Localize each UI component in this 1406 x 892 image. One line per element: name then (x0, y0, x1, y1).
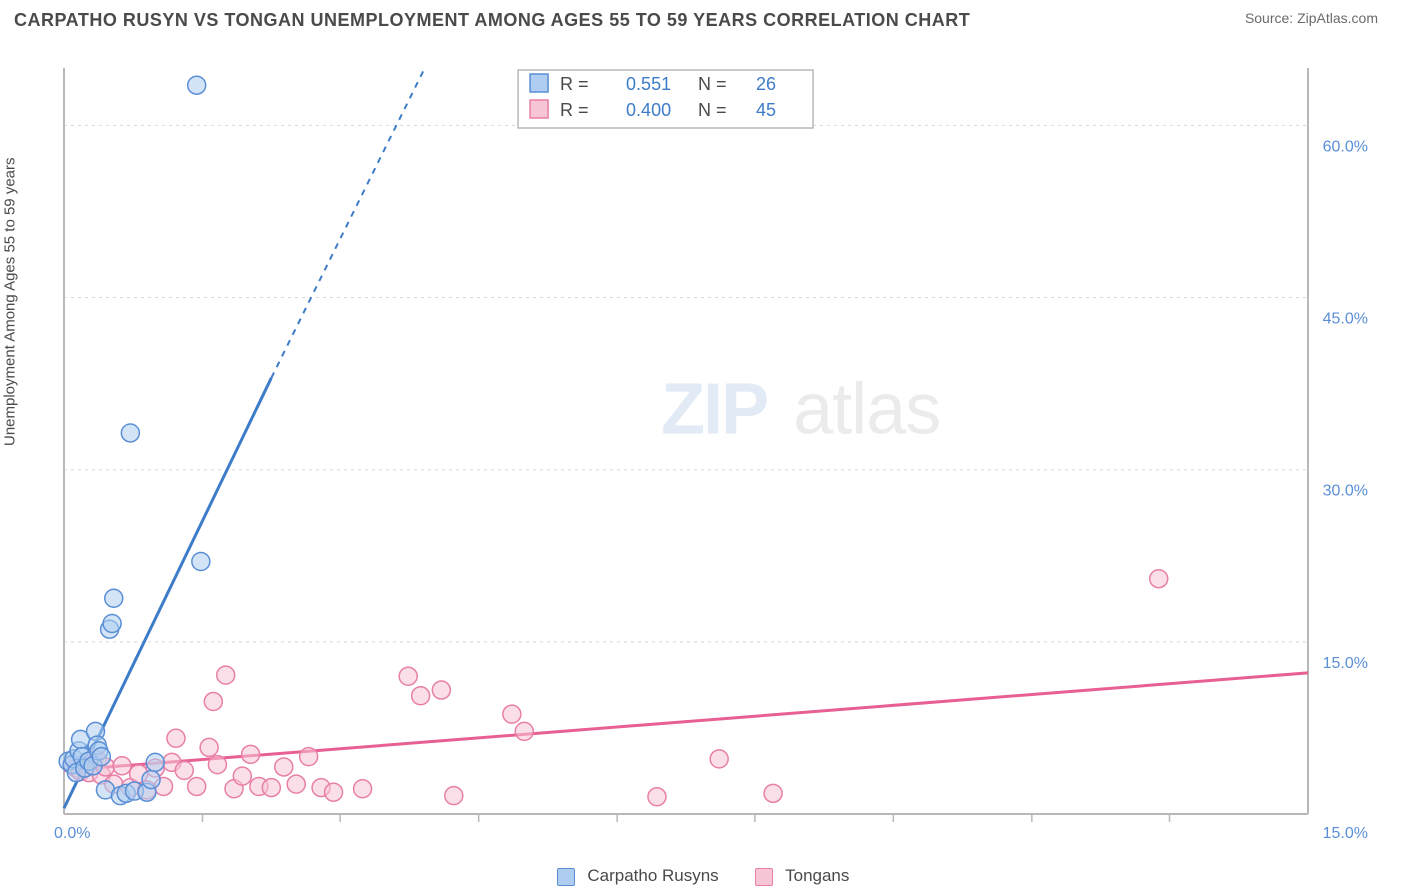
data-point (103, 614, 121, 632)
data-point (233, 767, 251, 785)
x-tick-label: 15.0% (1323, 825, 1368, 842)
data-point (648, 788, 666, 806)
chart-title: CARPATHO RUSYN VS TONGAN UNEMPLOYMENT AM… (14, 10, 970, 31)
trend-line-dashed (271, 68, 424, 378)
data-point (192, 553, 210, 571)
data-point (188, 777, 206, 795)
data-point (275, 758, 293, 776)
data-point (262, 779, 280, 797)
legend-n-label: N = (698, 74, 727, 94)
data-point (142, 771, 160, 789)
swatch-icon (557, 868, 575, 886)
data-point (242, 745, 260, 763)
swatch-icon (530, 100, 548, 118)
swatch-icon (530, 74, 548, 92)
data-point (105, 589, 123, 607)
legend-r-label: R = (560, 100, 589, 120)
legend-r-label: R = (560, 74, 589, 94)
legend-r-value: 0.551 (626, 74, 671, 94)
data-point (167, 729, 185, 747)
x-tick-label: 0.0% (54, 825, 90, 842)
chart-area: Unemployment Among Ages 55 to 59 years Z… (14, 48, 1378, 844)
watermark: atlas (793, 370, 940, 450)
source-label: Source: ZipAtlas.com (1245, 10, 1378, 26)
data-point (325, 783, 343, 801)
watermark: ZIP (661, 370, 767, 450)
data-point (432, 681, 450, 699)
y-tick-label: 30.0% (1323, 483, 1368, 500)
y-tick-label: 60.0% (1323, 138, 1368, 155)
data-point (204, 693, 222, 711)
legend-label: Tongans (785, 866, 849, 885)
data-point (217, 666, 235, 684)
data-point (412, 687, 430, 705)
data-point (503, 705, 521, 723)
data-point (710, 750, 728, 768)
legend-item-carpatho: Carpatho Rusyns (557, 866, 719, 886)
legend-n-value: 45 (756, 100, 776, 120)
y-axis-label: Unemployment Among Ages 55 to 59 years (2, 157, 19, 446)
legend-n-label: N = (698, 100, 727, 120)
scatter-chart: ZIP atlas 15.0% 30.0% 45.0% 60.0% 0.0% 15.0% R =… (14, 48, 1378, 844)
y-tick-label: 15.0% (1323, 655, 1368, 672)
data-point (399, 667, 417, 685)
y-tick-label: 45.0% (1323, 311, 1368, 328)
data-point (146, 753, 164, 771)
data-point (445, 787, 463, 805)
data-point (764, 784, 782, 802)
data-point (92, 748, 110, 766)
legend-label: Carpatho Rusyns (587, 866, 718, 885)
data-point (515, 722, 533, 740)
data-point (208, 756, 226, 774)
data-point (354, 780, 372, 798)
legend-bottom: Carpatho Rusyns Tongans (0, 866, 1406, 886)
data-point (188, 76, 206, 94)
data-point (121, 424, 139, 442)
swatch-icon (755, 868, 773, 886)
data-point (200, 738, 218, 756)
data-point (113, 757, 131, 775)
legend-n-value: 26 (756, 74, 776, 94)
data-point (1150, 570, 1168, 588)
data-point (175, 761, 193, 779)
data-point (300, 748, 318, 766)
legend-r-value: 0.400 (626, 100, 671, 120)
legend-item-tongans: Tongans (755, 866, 850, 886)
data-point (287, 775, 305, 793)
